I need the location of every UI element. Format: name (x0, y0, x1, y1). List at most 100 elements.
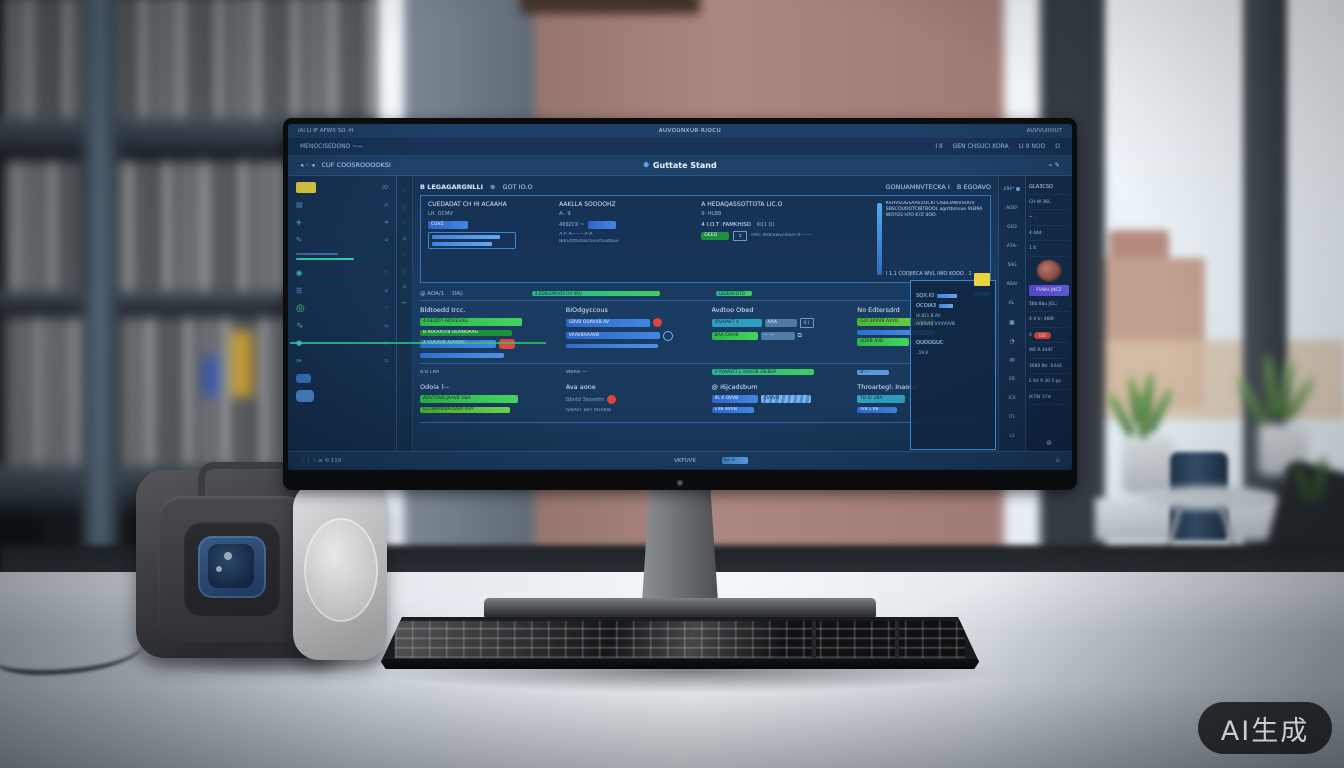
summary-chip[interactable]: CUVZ (428, 221, 468, 229)
green-chip[interactable]: AOVTOVB JAAVB VBA (420, 395, 518, 403)
progress-bar[interactable]: 4 VVAAVTT L IVAOOB 39LBOA (711, 369, 814, 375)
flag-icon[interactable]: ✑ (296, 356, 302, 365)
task-card[interactable]: AOVTOVB JAAVB VBA (420, 395, 554, 403)
blue-chip[interactable]: GBVB OUAVVB AV (565, 318, 650, 327)
sidebar-item[interactable]: ✈ ⌗ (296, 216, 388, 229)
appbar-tools-icon[interactable]: ⌁ ✎ (1048, 161, 1060, 169)
blue-bar[interactable] (565, 344, 658, 348)
column-header[interactable]: Bldtoedd trcc. (420, 306, 466, 314)
teal-chip[interactable]: TB IV VBA (857, 395, 906, 403)
task-card[interactable] (420, 352, 554, 358)
blue-blob-icon[interactable] (296, 373, 311, 383)
green-chip[interactable]: GVI 3AVVB AVVO (857, 318, 936, 326)
blue-chip[interactable]: A VVAAVB AVVOAC (420, 340, 496, 348)
red-status-pill[interactable]: GIO (1033, 331, 1051, 339)
task-card[interactable]: GI OBVAVBAOVBA 4VA (420, 406, 554, 413)
rail-dot-icon[interactable]: ▫ (402, 236, 407, 242)
alert-dot[interactable] (652, 318, 662, 327)
panel-row[interactable]: CH W 36L (1029, 196, 1069, 210)
rail-dot-icon[interactable]: ◦ (403, 220, 406, 226)
statusbar-chip[interactable]: ku: B (722, 457, 749, 464)
task-card[interactable]: IVBAVT BAT 9OVBIB (566, 408, 700, 413)
mail-icon[interactable]: ✉ (1009, 356, 1015, 364)
board-title[interactable]: B LEGAGARGNLLI (420, 183, 484, 191)
sidebar-item[interactable]: ✎ ▫ (296, 234, 388, 247)
steel-chip[interactable]: AAA (764, 319, 797, 327)
panel-row[interactable]: 3689 8tr .6444 (1029, 360, 1069, 374)
rail-item[interactable]: A7A- (1006, 243, 1018, 249)
progress-bar[interactable]: GIDEIAFOTO (715, 290, 752, 297)
statusbar-left-icons[interactable]: ⋮⋮ ∷ ≡ ⟲ 110 (300, 457, 342, 464)
panel-row[interactable]: ~ .. (1029, 211, 1069, 226)
task-card[interactable]: B AOOOOTB DOVBOAAG (420, 329, 554, 336)
blue-chip[interactable]: 4L 4 OVVB (711, 395, 758, 403)
sidebar-item[interactable]: ◦ (296, 372, 388, 385)
blue-chip[interactable]: IVB CVB (857, 406, 898, 413)
task-card[interactable]: BAA OOVB — — ⧉ (711, 331, 846, 340)
column-header[interactable]: Odoia ⌇-- (420, 383, 449, 391)
nav-arrows-icon[interactable]: ◂ ◦ ◂ (300, 161, 315, 169)
primary-action-button[interactable]: FVWH JNCZ (1029, 284, 1069, 296)
teal-chip[interactable]: IOUUAVT 4 (711, 319, 762, 327)
statusbar-clock-icon[interactable]: ⊙ (1055, 457, 1060, 464)
rail-item[interactable]: AGEF (1006, 205, 1018, 211)
rail-item[interactable]: EB (1009, 376, 1015, 382)
green-chip[interactable]: 4 GEOOT ADVIEVAG (420, 318, 522, 326)
dot-icon[interactable]: ◉ (296, 269, 303, 277)
rail-dot-icon[interactable]: ↜ (402, 300, 407, 306)
alert-tag[interactable] (499, 339, 515, 349)
blue-bar[interactable] (857, 329, 936, 335)
green-chip[interactable]: BAA OOVB (711, 331, 758, 340)
workspace-label[interactable]: MENOCISEDONO ~— (300, 143, 364, 150)
sidebar-item-highlight[interactable]: (O (296, 181, 388, 194)
task-card[interactable]: IVB CVB (857, 406, 991, 413)
yellow-tile-icon[interactable] (296, 182, 316, 193)
task-card[interactable]: EVB AVVB (711, 406, 846, 413)
steel-chip[interactable]: — — (760, 331, 795, 340)
calendar-icon[interactable]: ⌗ (733, 230, 748, 241)
status-ring-icon[interactable] (662, 330, 673, 341)
menu-item[interactable]: LI 9 NOO (1018, 143, 1046, 150)
menu-item[interactable]: I II (935, 143, 943, 150)
sidebar-item[interactable]: ◦ (296, 389, 388, 402)
green-chip[interactable]: GI OBVAVBAOVBA 4VA (420, 406, 510, 413)
sidebar-item[interactable]: ◎ ∷ (296, 302, 388, 315)
sidebar-item[interactable]: ☰ ▫ (296, 284, 388, 297)
panel-row[interactable]: 4 444 (1029, 227, 1069, 241)
menu-icon[interactable]: O (1055, 143, 1060, 150)
column-header[interactable]: @ I6jcadsbum (711, 383, 758, 391)
add-badge-icon[interactable]: ⊕ (490, 183, 496, 191)
rail-dot-icon[interactable]: ◦ (403, 188, 406, 194)
task-card[interactable]: VAAVBAAAVB (565, 330, 700, 341)
rail-dot-icon[interactable]: ◌ (402, 268, 407, 274)
column-header[interactable]: No Edtersdrd (857, 306, 900, 314)
panel-row[interactable]: 4 4 tr; 460F (1029, 313, 1069, 328)
rail-item[interactable]: L2 (1009, 433, 1015, 439)
green-chip[interactable]: GEED (701, 231, 730, 240)
task-card[interactable]: GVI 3AVVB AVVO (857, 318, 991, 326)
column-header[interactable]: Avdtoo Obed (711, 306, 754, 314)
rail-item[interactable]: AL. (1008, 300, 1016, 306)
progress-bar[interactable]: 4 EDSLO9OO9 OV 4KV (531, 290, 660, 297)
scribble-icon[interactable]: ∿ (296, 320, 304, 331)
panel-row[interactable]: 56b.8bu JGL; (1029, 298, 1069, 312)
blue-chip[interactable]: B---- (857, 369, 890, 375)
send-icon[interactable]: ✈ (296, 218, 302, 227)
task-card[interactable]: A VVAAVB AVVOAC (420, 339, 554, 349)
pie-icon[interactable]: ◔ (1009, 337, 1015, 345)
rail-item[interactable]: £94* (1004, 181, 1021, 198)
menu-item[interactable]: GEN CHSUCI KORA (952, 143, 1009, 150)
sidebar-item[interactable]: ▤ ▫ (296, 199, 388, 212)
panel-row[interactable]: WE R 444F (1029, 344, 1069, 359)
blue-chip[interactable]: EVB AVVB (711, 406, 754, 413)
detail-popover[interactable]: SQX:IO OCOIA3 IA.811 B.AV tVB9VtB VVVVVV… (910, 273, 996, 450)
help-icon[interactable]: ⊘ (1046, 439, 1052, 447)
task-card[interactable]: Gbvtd 3aovstm (566, 395, 700, 404)
rail-item[interactable]: AGA/ (1006, 281, 1018, 287)
mini-box[interactable]: II I (799, 318, 814, 328)
green-ring-icon[interactable]: ◎ (296, 302, 305, 314)
panel-row[interactable]: 1 6 (1029, 242, 1069, 257)
sidebar-item[interactable]: ✑ ▫ (296, 354, 388, 367)
blue-blob-icon[interactable] (296, 389, 314, 402)
column-header[interactable]: BiOdgyccous (565, 306, 608, 314)
